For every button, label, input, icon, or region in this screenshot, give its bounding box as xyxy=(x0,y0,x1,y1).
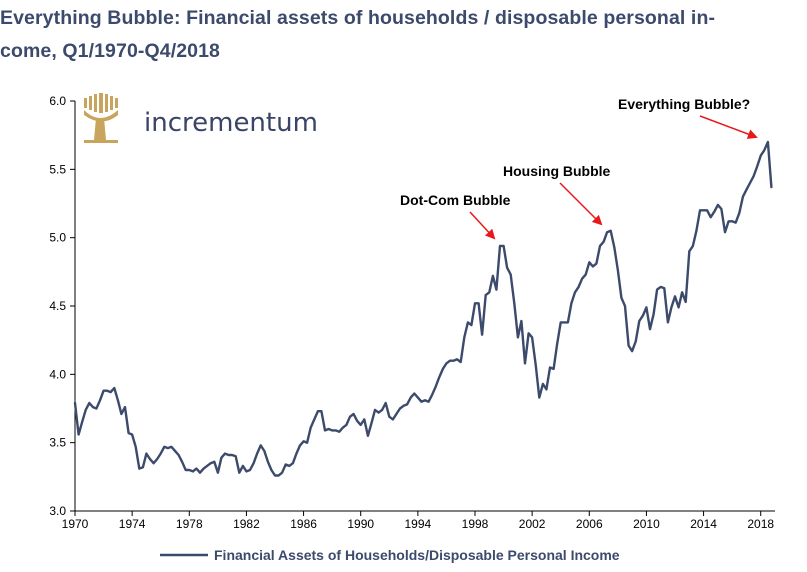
x-tick-label: 2014 xyxy=(690,517,717,531)
y-tick-label: 5.5 xyxy=(49,162,66,176)
x-tick-label: 1994 xyxy=(405,517,432,531)
x-tick-label: 1978 xyxy=(176,517,203,531)
incrementum-logo: incrementum xyxy=(84,93,318,143)
y-tick-label: 4.0 xyxy=(49,367,66,381)
annotation-label-housing: Housing Bubble xyxy=(503,163,611,179)
annotation-label-dot-com: Dot-Com Bubble xyxy=(400,192,511,208)
annotation-dot-com-bubble: Dot-Com Bubble xyxy=(400,192,511,240)
x-tick-label: 2006 xyxy=(576,517,603,531)
chart-title: Everything Bubble: Financial assets of h… xyxy=(0,2,790,68)
chart-title-line-2: come, Q1/1970-Q4/2018 xyxy=(0,40,220,62)
y-axis: 3.0 3.5 4.0 4.5 5.0 5.5 6.0 xyxy=(49,94,76,518)
y-tick-label: 4.5 xyxy=(49,299,66,313)
annotation-label-everything: Everything Bubble? xyxy=(618,96,750,112)
annotation-arrow-housing xyxy=(559,182,603,226)
y-tick-label: 5.0 xyxy=(49,231,66,245)
chart-title-line-1: Everything Bubble: Financial assets of h… xyxy=(0,7,716,29)
x-axis-ticks: 1970 1974 1978 1982 1986 1990 1994 1998 2002 2006… xyxy=(62,511,774,531)
x-tick-label: 2010 xyxy=(633,517,660,531)
x-tick-label: 1998 xyxy=(462,517,489,531)
annotation-arrow-everything xyxy=(699,115,758,139)
annotation-arrow-dot-com xyxy=(469,211,496,240)
y-axis-ticks: 3.0 3.5 4.0 4.5 5.0 5.5 6.0 xyxy=(49,94,75,518)
x-tick-label: 1986 xyxy=(290,517,317,531)
x-tick-label: 1990 xyxy=(347,517,374,531)
x-tick-label: 1982 xyxy=(233,517,260,531)
legend-label: Financial Assets of Households/Disposabl… xyxy=(214,547,620,563)
y-tick-label: 3.0 xyxy=(49,504,66,518)
y-tick-label: 3.5 xyxy=(49,436,66,450)
logo-wordmark: incrementum xyxy=(144,108,318,138)
x-axis: 1970 1974 1978 1982 1986 1990 1994 1998 2002 2006… xyxy=(62,510,775,531)
legend: Financial Assets of Households/Disposabl… xyxy=(160,547,620,563)
x-tick-label: 1970 xyxy=(62,517,89,531)
series-line-financial-assets xyxy=(73,140,773,477)
x-tick-label: 1974 xyxy=(119,517,146,531)
y-tick-label: 6.0 xyxy=(49,94,66,108)
x-tick-label: 2002 xyxy=(519,517,546,531)
annotation-everything-bubble: Everything Bubble? xyxy=(618,96,758,139)
tree-logo-icon xyxy=(84,93,118,143)
x-tick-label: 2018 xyxy=(747,517,774,531)
annotation-housing-bubble: Housing Bubble xyxy=(503,163,611,226)
